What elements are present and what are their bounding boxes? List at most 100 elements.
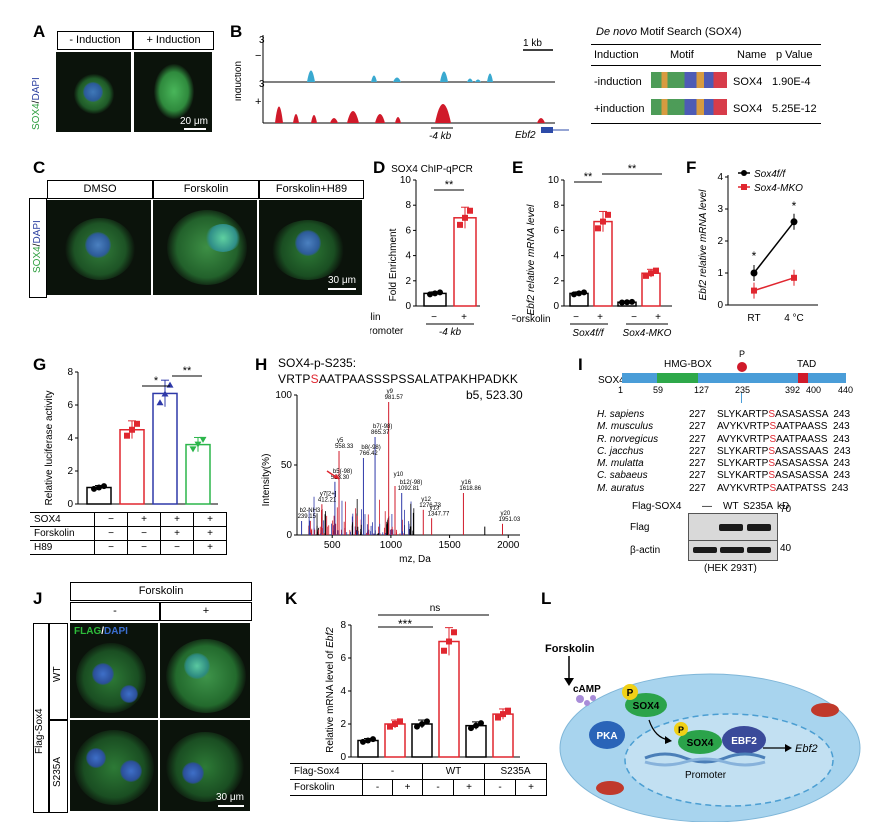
panelJ-wt: WT xyxy=(49,623,68,720)
panelB-yaxis-label: induction xyxy=(235,61,244,101)
y-tick-label: 8 xyxy=(553,200,559,211)
y-tick-label: 0 xyxy=(286,530,292,541)
motif-header-motif: Motif xyxy=(670,49,694,61)
y-tick-label: 8 xyxy=(340,620,346,631)
panelF-ylabel: Ebf2 relative mRNA level xyxy=(698,189,709,301)
bar xyxy=(438,640,460,758)
panelH-sequence: VRTPSAATPAASSSPSSALATPAKHPADKK xyxy=(278,372,519,386)
y-tick-label: 2 xyxy=(67,466,73,477)
peak-mass: 981.57 xyxy=(385,395,404,401)
panelL-forskolin: Forskolin xyxy=(545,643,595,655)
y-tick-label: 6 xyxy=(553,225,559,236)
panelC-scale: 30 μm xyxy=(328,275,356,286)
data-point xyxy=(505,707,511,714)
panelH-chart: Intensity(%) 0 50 100 500 1000 1500 2000 y9981… xyxy=(261,389,521,565)
panelG-row-sox4: SOX4 xyxy=(34,514,61,525)
peak-label: y20 xyxy=(501,511,511,517)
bar xyxy=(185,443,211,505)
y-tick-label: 4 xyxy=(67,433,73,444)
panelK-chart: Relative mRNA level of Ebf2 0 2 4 6 8 ns *** xyxy=(325,603,520,763)
panelC-col3: Forskolin+H89 xyxy=(259,180,364,199)
y-tick-label: 4 xyxy=(717,172,723,183)
panelB-scale-top2: 3 xyxy=(259,79,265,90)
y-tick-label: 0 xyxy=(405,301,411,312)
panelB-plus: + xyxy=(255,96,261,108)
panelC-stain-box: SOX4/DAPI xyxy=(29,198,47,298)
peak-mass: 1276.73 xyxy=(419,503,441,509)
panelG-sig2: ** xyxy=(183,365,192,377)
svg-text:235: 235 xyxy=(735,385,750,395)
data-point xyxy=(101,483,107,490)
panel-label-a: A xyxy=(33,22,46,41)
panelB-minus: − xyxy=(255,50,261,62)
y-tick-label: 0 xyxy=(553,301,559,312)
panelK-sig: *** xyxy=(398,617,412,631)
panelE-chart: Ebf2 relative mRNA level 0 2 4 6 8 10 ** ** F… xyxy=(512,163,672,339)
svg-text:59: 59 xyxy=(653,385,663,395)
data-point xyxy=(124,432,130,439)
panelI-tad: TAD xyxy=(797,359,816,370)
panelL-gene: Ebf2 xyxy=(795,743,818,755)
peak-mass: 1951.03 xyxy=(499,517,521,523)
data-point xyxy=(581,289,587,296)
data-point xyxy=(451,629,457,636)
panelE-plus-2: + xyxy=(655,312,661,323)
data-point xyxy=(790,218,798,226)
panelD-ylabel: Fold Enrichment xyxy=(388,228,399,301)
data-point xyxy=(392,721,398,727)
y-tick-label: 10 xyxy=(548,175,560,186)
motif-table-title: De novo Motif Search (SOX4) xyxy=(596,26,742,38)
y-tick-label: 10 xyxy=(400,175,412,186)
series-line xyxy=(753,221,795,274)
panelI-sox4: SOX4 xyxy=(598,375,625,386)
panelH-ylabel: Intensity(%) xyxy=(261,454,272,507)
panelL-p-2: P xyxy=(678,725,684,735)
panelA-scale: 20 μm xyxy=(180,116,208,127)
y-tick-label: 6 xyxy=(67,400,73,411)
panelE-plus-1: + xyxy=(597,312,603,323)
panelI-wb-wt: WT xyxy=(723,501,739,512)
data-point xyxy=(437,289,443,296)
y-tick-label: 4 xyxy=(553,251,559,262)
bar xyxy=(152,392,178,505)
panelI-p: P xyxy=(739,349,745,359)
alignment-row: M. musculus 227 AVYKVRTPSAATPAASS 243 xyxy=(597,421,850,433)
data-point xyxy=(414,723,420,730)
y-tick-label: 50 xyxy=(281,460,293,471)
panelF-sig-2: * xyxy=(792,199,797,213)
panelC-col2: Forskolin xyxy=(153,180,259,199)
y-tick-label: 4 xyxy=(405,251,411,262)
data-point xyxy=(595,225,601,232)
data-point xyxy=(360,738,366,745)
alignment-row: M. auratus 227 AVYKVRTPSAATPATSS 243 xyxy=(597,482,849,494)
data-point xyxy=(500,711,506,718)
panelE-sig2: ** xyxy=(628,163,637,175)
panelD-sig: ** xyxy=(445,179,454,191)
y-tick-label: 8 xyxy=(405,200,411,211)
svg-text:392: 392 xyxy=(785,385,800,395)
peak-label: y10 xyxy=(394,472,404,478)
x-tick-label: RT xyxy=(747,313,760,324)
panelC-image-dmso xyxy=(47,200,151,295)
panelL-camp: cAMP xyxy=(573,684,601,695)
data-point xyxy=(134,420,140,427)
panelG-row-h89: H89 xyxy=(34,542,53,553)
panelA-col2: + Induction xyxy=(133,31,214,50)
x-tick-label: 1500 xyxy=(438,540,461,551)
data-point xyxy=(446,638,452,645)
motif-header-p: p Value xyxy=(776,49,813,61)
panel-label-g: G xyxy=(33,355,47,374)
panelF-sig-1: * xyxy=(752,249,757,263)
panelG-condition-table: SOX4 − + + + Forskolin − − + + H89 − − −… xyxy=(30,512,227,555)
panelJ-image-mut-plus: 30 μm xyxy=(160,720,250,811)
peak-label: y12 xyxy=(421,497,431,503)
x-tick-label: 4 °C xyxy=(784,313,804,324)
series-line xyxy=(753,277,795,292)
data-point xyxy=(441,647,447,654)
data-point xyxy=(653,267,659,274)
data-point xyxy=(648,270,654,277)
data-point xyxy=(751,287,757,294)
data-point xyxy=(387,723,393,730)
x-tick-label: 500 xyxy=(324,540,341,551)
panelI-blot-actin xyxy=(688,540,778,561)
